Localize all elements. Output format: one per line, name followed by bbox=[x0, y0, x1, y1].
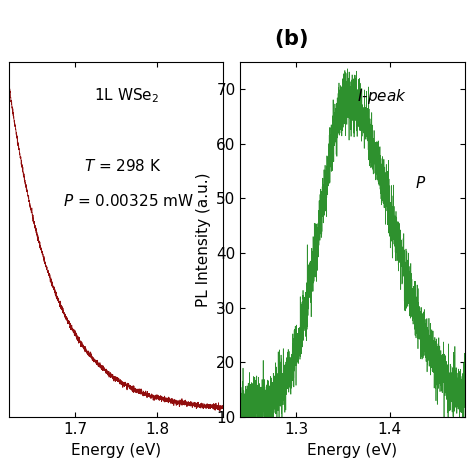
Text: $P$: $P$ bbox=[415, 175, 427, 191]
Text: $\mathbf{(b)}$: $\mathbf{(b)}$ bbox=[274, 27, 309, 50]
Text: 1L WSe$_2$: 1L WSe$_2$ bbox=[94, 87, 159, 105]
Y-axis label: PL Intensity (a.u.): PL Intensity (a.u.) bbox=[196, 172, 210, 307]
X-axis label: Energy (eV): Energy (eV) bbox=[308, 443, 398, 457]
Text: $I$-peak: $I$-peak bbox=[357, 87, 407, 106]
X-axis label: Energy (eV): Energy (eV) bbox=[71, 443, 161, 457]
Text: $P$ = 0.00325 mW: $P$ = 0.00325 mW bbox=[63, 193, 194, 209]
Text: $T$ = 298 K: $T$ = 298 K bbox=[84, 158, 162, 173]
